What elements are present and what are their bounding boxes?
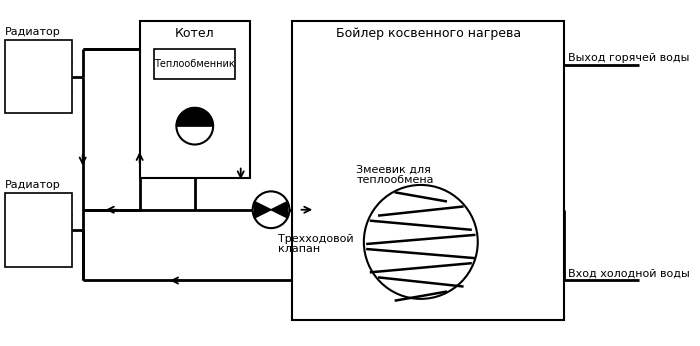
Circle shape (253, 191, 289, 228)
Polygon shape (176, 108, 214, 126)
Text: теплообмена: теплообмена (356, 175, 434, 185)
Bar (5, 40, 71, 113)
Text: Выход горячей воды: Выход горячей воды (568, 53, 690, 63)
Text: Котел: Котел (175, 27, 215, 40)
Circle shape (364, 185, 478, 299)
Text: Вход холодной воды: Вход холодной воды (568, 268, 690, 279)
Text: Бойлер косвенного нагрева: Бойлер косвенного нагрева (335, 27, 521, 40)
Bar (292, 21, 564, 320)
Bar (140, 21, 250, 177)
Bar (155, 49, 235, 79)
Text: Радиатор: Радиатор (5, 27, 60, 37)
Text: Радиатор: Радиатор (5, 181, 60, 190)
Polygon shape (271, 201, 288, 218)
Polygon shape (255, 201, 271, 218)
Text: Трехходовой: Трехходовой (279, 234, 354, 244)
Text: Змеевик для: Змеевик для (356, 165, 431, 175)
Circle shape (176, 108, 214, 145)
Text: клапан: клапан (279, 244, 321, 254)
Text: Теплообменник: Теплообменник (155, 59, 235, 69)
Bar (5, 193, 71, 267)
